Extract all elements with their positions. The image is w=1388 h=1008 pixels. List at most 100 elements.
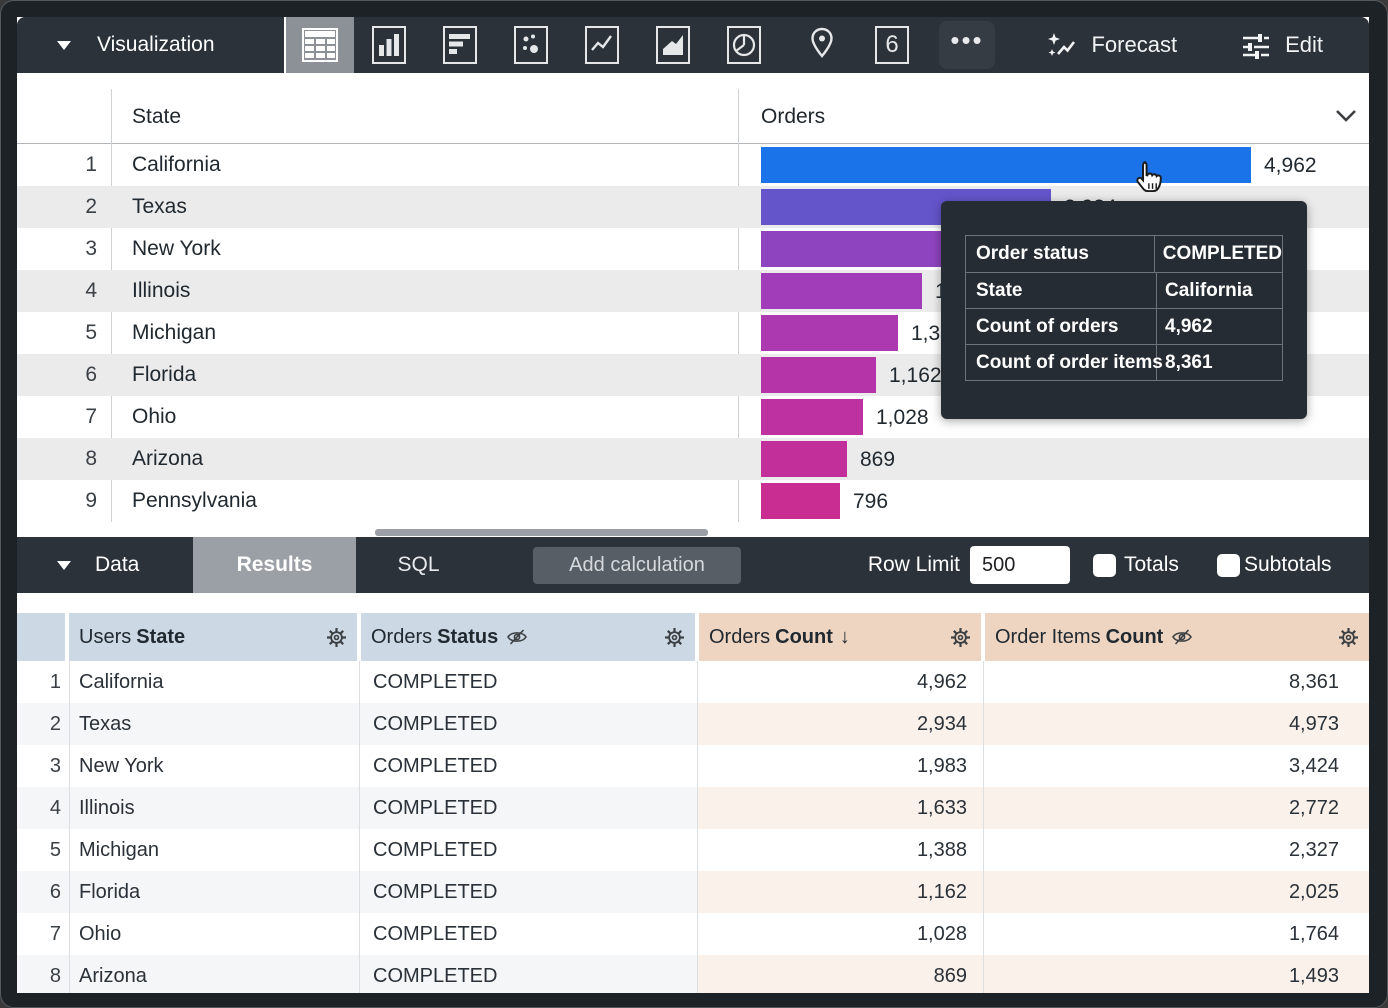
cell-order-items-count[interactable]: 8,361 bbox=[985, 661, 1339, 703]
data-bar[interactable] bbox=[761, 483, 840, 519]
single-value-glyph: 6 bbox=[885, 31, 898, 59]
tab-sql[interactable]: SQL bbox=[356, 537, 481, 593]
cell-order-items-count[interactable]: 3,424 bbox=[985, 745, 1339, 787]
chart-type-map[interactable] bbox=[809, 27, 835, 64]
cell-state[interactable]: Illinois bbox=[79, 787, 135, 829]
cell-order-items-count[interactable]: 2,772 bbox=[985, 787, 1339, 829]
gear-icon[interactable] bbox=[664, 627, 685, 648]
chevron-down-icon[interactable] bbox=[1335, 109, 1357, 123]
data-bar[interactable] bbox=[761, 399, 863, 435]
pie-chart-icon bbox=[732, 32, 756, 58]
chart-type-table-selected[interactable] bbox=[286, 17, 354, 73]
cell-orders-count[interactable]: 1,028 bbox=[699, 913, 967, 955]
toolbar-right: 6 ••• Forecast bbox=[354, 17, 1369, 73]
cell-status[interactable]: COMPLETED bbox=[373, 829, 497, 871]
data-section-toggle[interactable]: Data bbox=[17, 537, 193, 593]
gear-icon[interactable] bbox=[950, 627, 971, 648]
cell-orders-count[interactable]: 1,162 bbox=[699, 871, 967, 913]
caret-down-icon bbox=[57, 41, 71, 50]
cell-status[interactable]: COMPLETED bbox=[373, 661, 497, 703]
chart-type-single-value[interactable]: 6 bbox=[875, 26, 909, 64]
chart-type-column[interactable] bbox=[372, 26, 406, 64]
header-field: Count bbox=[1106, 626, 1164, 649]
cell-state[interactable]: Arizona bbox=[79, 955, 147, 993]
row-limit-input[interactable] bbox=[970, 546, 1070, 584]
horizontal-scrollbar-thumb[interactable] bbox=[375, 529, 708, 536]
table-row: 7OhioCOMPLETED1,0281,764 bbox=[17, 913, 1369, 955]
viz-state-cell: Arizona bbox=[132, 438, 203, 480]
cell-status[interactable]: COMPLETED bbox=[373, 745, 497, 787]
cell-status[interactable]: COMPLETED bbox=[373, 913, 497, 955]
data-bar[interactable] bbox=[761, 273, 922, 309]
data-bar[interactable] bbox=[761, 357, 876, 393]
chart-type-pie[interactable] bbox=[727, 26, 761, 64]
column-header-users-state[interactable]: UsersState bbox=[69, 613, 357, 661]
tooltip-value: California bbox=[1157, 273, 1282, 308]
tab-results[interactable]: Results bbox=[193, 537, 356, 593]
caret-down-icon bbox=[57, 561, 71, 570]
bar-chart-icon bbox=[449, 33, 471, 57]
tooltip-table: Order statusCOMPLETEDStateCaliforniaCoun… bbox=[965, 235, 1283, 381]
cell-status[interactable]: COMPLETED bbox=[373, 787, 497, 829]
cell-state[interactable]: Michigan bbox=[79, 829, 159, 871]
data-bar[interactable] bbox=[761, 441, 847, 477]
table-row: 4 Illinois COMPLETED 1,633 2,772 bbox=[17, 787, 1369, 829]
column-header-order-items-count[interactable]: Order ItemsCount bbox=[985, 613, 1369, 661]
cell-state[interactable]: New York bbox=[79, 745, 164, 787]
data-bar[interactable] bbox=[761, 315, 898, 351]
cell-state[interactable]: Texas bbox=[79, 703, 131, 745]
chart-type-line[interactable] bbox=[585, 26, 619, 64]
line-chart-icon bbox=[591, 33, 613, 57]
table-row: 6FloridaCOMPLETED1,1622,025 bbox=[17, 871, 1369, 913]
cell-orders-count[interactable]: 2,934 bbox=[699, 703, 967, 745]
header-prefix: Users bbox=[79, 626, 131, 649]
viz-col-state[interactable]: State bbox=[132, 105, 181, 129]
cell-order-items-count[interactable]: 2,327 bbox=[985, 829, 1339, 871]
more-chart-types-button[interactable]: ••• bbox=[939, 21, 995, 69]
cell-order-items-count[interactable]: 4,973 bbox=[985, 703, 1339, 745]
tooltip-value: 4,962 bbox=[1157, 309, 1282, 344]
cell-state[interactable]: California bbox=[79, 661, 163, 703]
subtotals-label: Subtotals bbox=[1244, 537, 1332, 593]
column-chart-icon bbox=[378, 33, 400, 57]
viz-state-cell: Ohio bbox=[132, 396, 176, 438]
cell-orders-count[interactable]: 869 bbox=[699, 955, 967, 993]
subtotals-checkbox[interactable] bbox=[1217, 554, 1240, 577]
app-window: Visualization bbox=[0, 0, 1388, 1008]
viz-col-orders[interactable]: Orders bbox=[761, 105, 825, 129]
forecast-button[interactable]: Forecast bbox=[1045, 30, 1177, 60]
cell-order-items-count[interactable]: 1,493 bbox=[985, 955, 1339, 993]
cell-state[interactable]: Ohio bbox=[79, 913, 121, 955]
totals-checkbox[interactable] bbox=[1093, 554, 1116, 577]
edit-button[interactable]: Edit bbox=[1241, 31, 1323, 59]
cell-order-items-count[interactable]: 2,025 bbox=[985, 871, 1339, 913]
cell-orders-count[interactable]: 4,962 bbox=[699, 661, 967, 703]
chart-type-area[interactable] bbox=[656, 26, 690, 64]
edit-label: Edit bbox=[1285, 32, 1323, 58]
data-bar[interactable] bbox=[761, 147, 1251, 183]
header-field: Status bbox=[437, 626, 498, 649]
column-header-orders-status[interactable]: OrdersStatus bbox=[361, 613, 695, 661]
column-header-orders-count[interactable]: OrdersCount↓ bbox=[699, 613, 981, 661]
row-number: 4 bbox=[17, 787, 61, 829]
cell-order-items-count[interactable]: 1,764 bbox=[985, 913, 1339, 955]
cell-status[interactable]: COMPLETED bbox=[373, 955, 497, 993]
viz-state-cell: New York bbox=[132, 228, 221, 270]
add-calculation-button[interactable]: Add calculation bbox=[533, 547, 741, 584]
gear-icon[interactable] bbox=[1338, 627, 1359, 648]
cell-orders-count[interactable]: 1,983 bbox=[699, 745, 967, 787]
chart-type-scatter[interactable] bbox=[514, 26, 548, 64]
gear-icon[interactable] bbox=[326, 627, 347, 648]
tooltip-label: Count of orders bbox=[966, 309, 1157, 344]
visualization-section-toggle[interactable]: Visualization bbox=[17, 17, 284, 73]
cell-orders-count[interactable]: 1,633 bbox=[699, 787, 967, 829]
data-bar[interactable] bbox=[761, 231, 957, 267]
cell-status[interactable]: COMPLETED bbox=[373, 703, 497, 745]
cell-status[interactable]: COMPLETED bbox=[373, 871, 497, 913]
chart-type-bar[interactable] bbox=[443, 26, 477, 64]
cell-orders-count[interactable]: 1,388 bbox=[699, 829, 967, 871]
viz-row-number: 4 bbox=[17, 270, 97, 312]
cell-state[interactable]: Florida bbox=[79, 871, 140, 913]
viz-state-cell: Texas bbox=[132, 186, 187, 228]
viz-row: 1California4,962 bbox=[17, 144, 1369, 186]
